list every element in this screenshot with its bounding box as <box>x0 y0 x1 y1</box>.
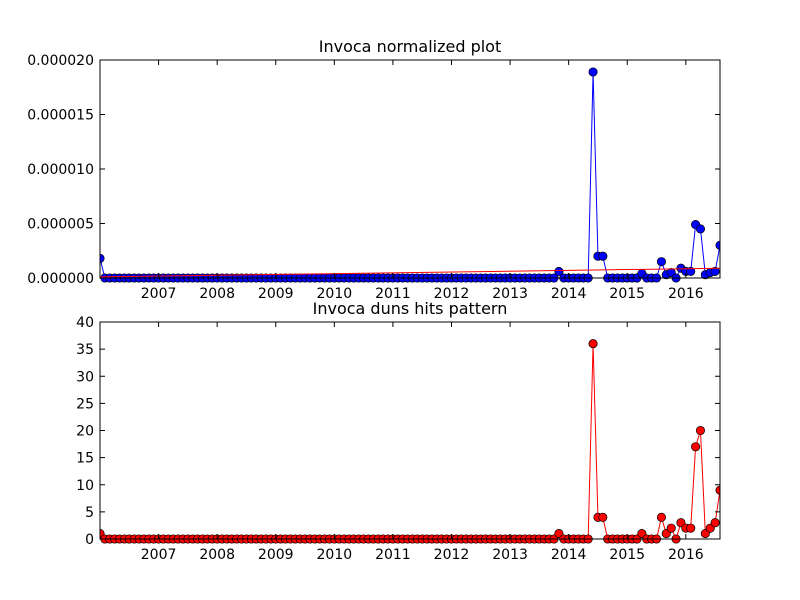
x-tick-label: 2008 <box>199 286 235 302</box>
x-tick-label: 2012 <box>434 286 470 302</box>
x-tick-label: 2011 <box>375 547 411 563</box>
x-tick-label: 2013 <box>492 286 528 302</box>
data-point <box>721 513 729 521</box>
y-tick-label: 0.000015 <box>27 108 94 124</box>
x-tick-label: 2013 <box>492 547 528 563</box>
data-point <box>588 339 598 349</box>
y-tick-label: 10 <box>76 478 94 494</box>
data-point <box>710 266 720 277</box>
data-point <box>666 523 676 533</box>
x-tick-label: 2011 <box>375 286 411 302</box>
series-line <box>100 343 720 541</box>
x-tick-label: 2007 <box>141 547 177 563</box>
data-point <box>691 442 701 452</box>
data-point <box>710 518 720 528</box>
y-tick-label: 25 <box>76 396 94 412</box>
data-point <box>554 266 564 277</box>
x-tick-label: 2009 <box>258 547 294 563</box>
y-tick-label: 0.000010 <box>27 162 94 178</box>
x-tick-label: 2010 <box>317 547 353 563</box>
duns-hits-plot: 0 5 10 15 20 25 30 35 40 2007 2008 2009 2010 2011 2012… <box>76 299 729 563</box>
y-tick-label: 5 <box>85 505 94 521</box>
y-tick-label: 0.000005 <box>27 217 94 233</box>
x-tick-label: 2016 <box>668 547 704 563</box>
data-point <box>598 512 608 522</box>
x-tick-label: 2007 <box>141 286 177 302</box>
chart-title: Invoca duns hits pattern <box>313 299 508 318</box>
y-tick-label: 20 <box>76 424 94 440</box>
y-tick-label: 30 <box>76 369 94 385</box>
data-point <box>656 257 666 267</box>
x-tick-label: 2015 <box>609 286 645 302</box>
data-point <box>656 512 666 522</box>
series-line <box>100 71 720 279</box>
y-tick-label: 0 <box>85 532 94 548</box>
data-point <box>721 260 729 268</box>
x-tick-label: 2012 <box>434 547 470 563</box>
y-tick-label: 15 <box>76 451 94 467</box>
chart-title: Invoca normalized plot <box>319 37 501 56</box>
y-tick-label: 40 <box>76 315 94 331</box>
data-point <box>598 251 608 261</box>
x-tick-label: 2010 <box>317 286 353 302</box>
data-point <box>695 425 706 436</box>
x-tick-label: 2008 <box>199 547 235 563</box>
x-tick-label: 2009 <box>258 286 294 302</box>
data-point <box>695 224 706 234</box>
x-tick-label: 2014 <box>551 286 587 302</box>
y-tick-label: 35 <box>76 342 94 358</box>
y-tick-label: 0.000000 <box>27 271 94 287</box>
data-point <box>686 523 696 533</box>
x-tick-label: 2015 <box>609 547 645 563</box>
normalized-plot: 0.000000 0.000005 0.000010 0.000015 0.000020… <box>27 37 729 302</box>
y-tick-label: 0.000020 <box>27 53 94 69</box>
x-tick-label: 2014 <box>551 547 587 563</box>
data-point <box>588 67 598 77</box>
plot-frame <box>99 59 721 279</box>
plot-frame <box>99 321 721 540</box>
series-line <box>100 267 720 278</box>
x-tick-label: 2016 <box>668 286 704 302</box>
data-point <box>686 266 696 277</box>
